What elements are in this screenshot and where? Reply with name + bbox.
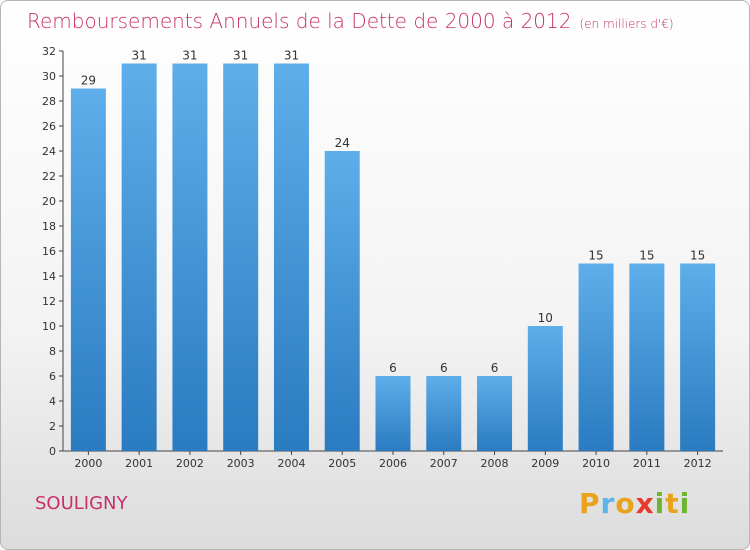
x-tick-label: 2010 [582, 457, 610, 470]
x-tick-label: 2012 [684, 457, 712, 470]
x-tick-label: 2007 [430, 457, 458, 470]
bar [578, 263, 614, 451]
bar [375, 376, 411, 451]
bar [273, 63, 309, 451]
x-tick-label: 2006 [379, 457, 407, 470]
bar [70, 88, 106, 451]
x-tick-label: 2001 [125, 457, 153, 470]
chart-title-text: Remboursements Annuels de la Dette de 20… [27, 9, 572, 33]
bar [223, 63, 259, 451]
x-tick-label: 2000 [74, 457, 102, 470]
bar [527, 326, 563, 451]
y-tick-label: 14 [42, 270, 56, 283]
bar-value-label: 15 [588, 249, 603, 263]
y-tick-label: 32 [42, 45, 56, 58]
y-tick-label: 8 [49, 345, 56, 358]
bar-value-label: 31 [182, 49, 197, 63]
bar-value-label: 24 [335, 136, 350, 150]
bar-value-label: 15 [639, 249, 654, 263]
x-tick-label: 2008 [481, 457, 509, 470]
y-tick-label: 26 [42, 120, 56, 133]
bar-value-label: 10 [538, 311, 553, 325]
bar-value-label: 31 [132, 49, 147, 63]
y-tick-label: 16 [42, 245, 56, 258]
x-tick-label: 2002 [176, 457, 204, 470]
bar-value-label: 31 [284, 49, 299, 63]
proxiti-logo: Proxiti [579, 487, 691, 520]
bar [629, 263, 665, 451]
y-tick-label: 6 [49, 370, 56, 383]
x-tick-label: 2005 [328, 457, 356, 470]
bar [426, 376, 462, 451]
y-tick-label: 2 [49, 420, 56, 433]
y-tick-label: 4 [49, 395, 56, 408]
x-tick-label: 2004 [277, 457, 305, 470]
y-tick-label: 24 [42, 145, 56, 158]
bar-value-label: 6 [440, 361, 448, 375]
bar-value-label: 15 [690, 249, 705, 263]
bar-value-label: 29 [81, 74, 96, 88]
chart-title: Remboursements Annuels de la Dette de 20… [27, 9, 674, 33]
y-tick-label: 20 [42, 195, 56, 208]
y-tick-label: 10 [42, 320, 56, 333]
commune-name: SOULIGNY [35, 493, 128, 514]
x-tick-label: 2011 [633, 457, 661, 470]
bar-value-label: 6 [389, 361, 397, 375]
chart-unit: (en milliers d'€) [579, 17, 674, 31]
y-tick-label: 0 [49, 445, 56, 458]
y-tick-label: 18 [42, 220, 56, 233]
bar [121, 63, 157, 451]
bar [172, 63, 208, 451]
x-tick-label: 2003 [227, 457, 255, 470]
x-tick-label: 2009 [531, 457, 559, 470]
bar [477, 376, 513, 451]
bar-value-label: 6 [491, 361, 499, 375]
y-tick-label: 12 [42, 295, 56, 308]
bar-value-label: 31 [233, 49, 248, 63]
y-tick-label: 30 [42, 70, 56, 83]
y-tick-label: 28 [42, 95, 56, 108]
bar [324, 151, 360, 451]
bar [680, 263, 716, 451]
y-tick-label: 22 [42, 170, 56, 183]
